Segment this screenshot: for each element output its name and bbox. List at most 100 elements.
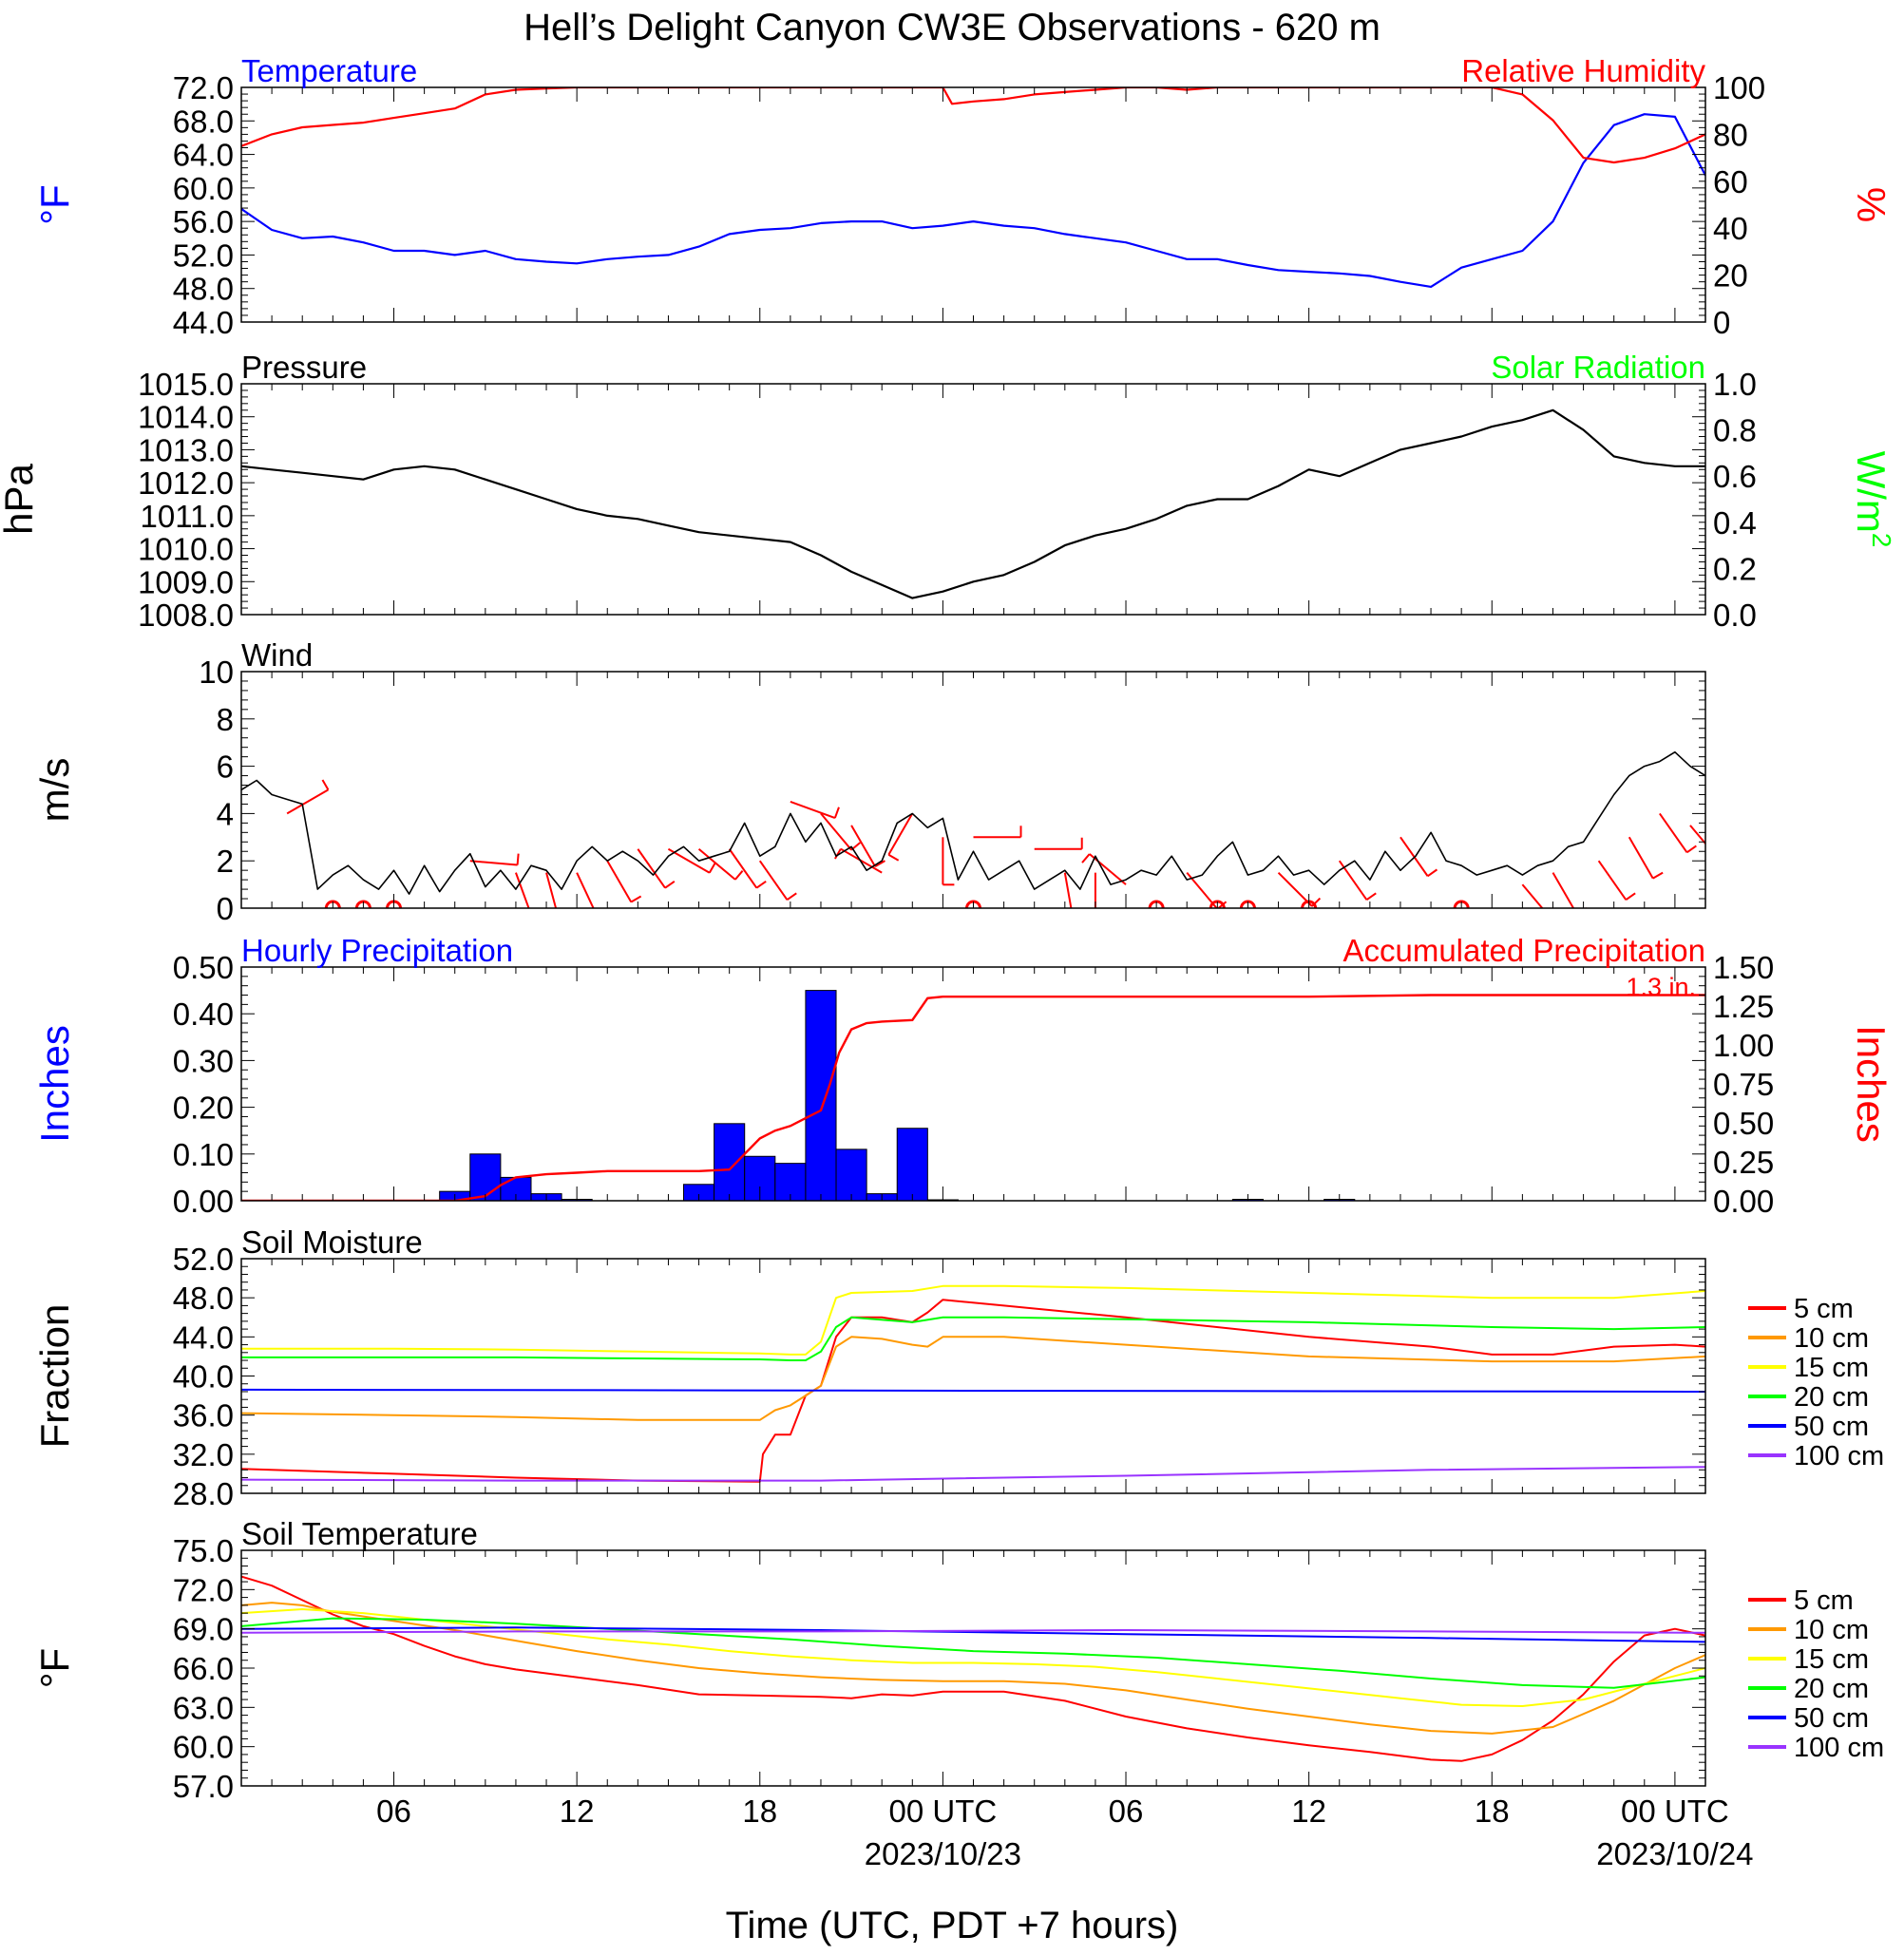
y-tick-label-left: 48.0: [173, 272, 234, 307]
wind-barb-staff: [1597, 860, 1628, 901]
wind-barb-staff: [667, 847, 711, 874]
y-tick-label-right: 60: [1713, 164, 1748, 199]
wind-barb-staff: [1689, 825, 1705, 845]
legend-label: 10 cm: [1794, 1323, 1869, 1354]
y-tick-label-right: 80: [1713, 117, 1748, 152]
wind-barb-feather: [1365, 892, 1377, 901]
legend-label: 5 cm: [1794, 1585, 1854, 1616]
wind-barb: [1277, 871, 1322, 907]
y-tick-label-left: 56.0: [173, 204, 234, 239]
wind-barb-feather: [786, 892, 797, 901]
y-tick-label-left: 4: [217, 796, 234, 831]
panel-soil_moisture: 52.0 48.044.0 40.036.0 32.0 28.0 Soil Moistur…: [32, 1224, 1884, 1511]
wind-barb-feather: [532, 914, 543, 918]
wind-barb: [667, 847, 716, 874]
y-tick-label-right: 0.75: [1713, 1067, 1774, 1102]
legend-label: 100 cm: [1794, 1733, 1884, 1763]
y-tick-label-left: 1008.0: [138, 598, 234, 633]
wind-barb: [576, 872, 595, 908]
wind-barb: [697, 847, 744, 881]
wind-barb-staff: [286, 788, 329, 815]
series-line-20-cm: [241, 1316, 1705, 1361]
x-tick-label: 12: [560, 1794, 595, 1829]
legend-label: 5 cm: [1794, 1294, 1854, 1324]
wind-barb: [942, 837, 955, 886]
series-line-10-cm: [241, 1602, 1705, 1735]
y-tick-label-right: 20: [1713, 258, 1748, 294]
y-tick-label-left: 0.50: [173, 950, 234, 985]
legend-label: 20 cm: [1794, 1382, 1869, 1413]
series-line-20-cm: [241, 1617, 1705, 1689]
soil_temperature-data: [241, 1575, 1705, 1762]
y-tick-label-left: 66.0: [173, 1651, 234, 1686]
y-tick-label-right: 0.50: [1713, 1106, 1774, 1141]
y-tick-label-left: 72.0: [173, 70, 234, 105]
precipitation-left-title: Hourly Precipitation: [241, 933, 513, 968]
wind-barb-feather: [630, 895, 642, 903]
y-tick-label-left: 63.0: [173, 1690, 234, 1725]
x-tick-date: 2023/10/24: [1596, 1836, 1753, 1871]
y-tick-label-right: 1.50: [1713, 950, 1774, 985]
wind-barb-staff: [850, 825, 876, 867]
wind-barb: [469, 853, 520, 866]
wind-data: [241, 750, 1729, 918]
panel-wind: 10 8 6 4 2 0 Wind m/s: [32, 637, 1729, 926]
panels: 72.068.064.060.056.052.048.044.010080604…: [0, 53, 1896, 1871]
x-tick-label: 06: [376, 1794, 411, 1829]
y-tick-label-left: 28.0: [173, 1476, 234, 1511]
y-tick-label-left: 1014.0: [138, 400, 234, 435]
wind-barb: [637, 848, 676, 889]
y-tick-label-left: 40.0: [173, 1359, 234, 1395]
wind-barb: [1552, 872, 1587, 908]
y-tick-label-left: 32.0: [173, 1437, 234, 1472]
x-tick-label: 18: [1475, 1794, 1510, 1829]
x-tick-label: 00 UTC: [1621, 1794, 1729, 1829]
wind-barb: [973, 826, 1022, 839]
wind-barb-feather: [664, 881, 676, 889]
wind-barb: [1063, 872, 1073, 908]
y-tick-label-left: 75.0: [173, 1533, 234, 1568]
soil_moisture-ylabel-left: Fraction: [32, 1304, 77, 1449]
legend-label: 50 cm: [1794, 1703, 1869, 1734]
pressure-right-title: Solar Radiation: [1491, 350, 1705, 385]
y-tick-label-left: 72.0: [173, 1572, 234, 1607]
ylabel-right-sup: 2: [1867, 533, 1896, 548]
precipitation-right-title: Accumulated Precipitation: [1342, 933, 1705, 968]
wind-barb-staff: [514, 872, 530, 908]
legend-label: 50 cm: [1794, 1412, 1869, 1442]
wind-barb-feather: [1081, 853, 1091, 864]
wind-barb-feather: [1721, 854, 1729, 862]
y-tick-label-right: 0.6: [1713, 459, 1757, 494]
y-tick-label-left: 69.0: [173, 1612, 234, 1647]
temperature_humidity-right-title: Relative Humidity: [1461, 53, 1705, 88]
wind-barb-staff: [820, 812, 852, 851]
y-tick-label-left: 57.0: [173, 1769, 234, 1804]
wind-barb: [1521, 883, 1544, 908]
y-tick-label-left: 8: [217, 702, 234, 737]
series-line-50-cm: [241, 1388, 1705, 1393]
y-tick-label-left: 0.30: [173, 1043, 234, 1078]
wind-barb-staff: [1628, 836, 1654, 880]
series-line-15-cm: [241, 1284, 1705, 1356]
soil_moisture-frame: [240, 1258, 1706, 1494]
legend-label: 100 cm: [1794, 1441, 1884, 1471]
wind-barb: [887, 812, 914, 862]
y-tick-label-right: 0.0: [1713, 598, 1757, 633]
series-line-wind: [241, 750, 1705, 895]
wind-barb: [1094, 872, 1096, 908]
wind-barb: [1659, 812, 1697, 854]
soil_temperature-left-title: Soil Temperature: [241, 1516, 478, 1551]
temperature_humidity-ylabel-left: °F: [32, 184, 77, 224]
y-tick-label-right: 0.00: [1713, 1184, 1774, 1219]
y-tick-label-left: 10: [199, 655, 234, 690]
ylabel-right-text: %: [1849, 187, 1894, 222]
y-tick-label-left: 0.20: [173, 1091, 234, 1126]
wind-barb-staff: [606, 860, 633, 903]
wind-barb-feather: [516, 853, 520, 865]
y-tick-label-left: 44.0: [173, 1319, 234, 1355]
pressure-frame: [240, 383, 1706, 616]
legend-label: 15 cm: [1794, 1644, 1869, 1675]
series-line-15-cm: [241, 1608, 1705, 1707]
wind-barb-staff: [1089, 853, 1127, 885]
